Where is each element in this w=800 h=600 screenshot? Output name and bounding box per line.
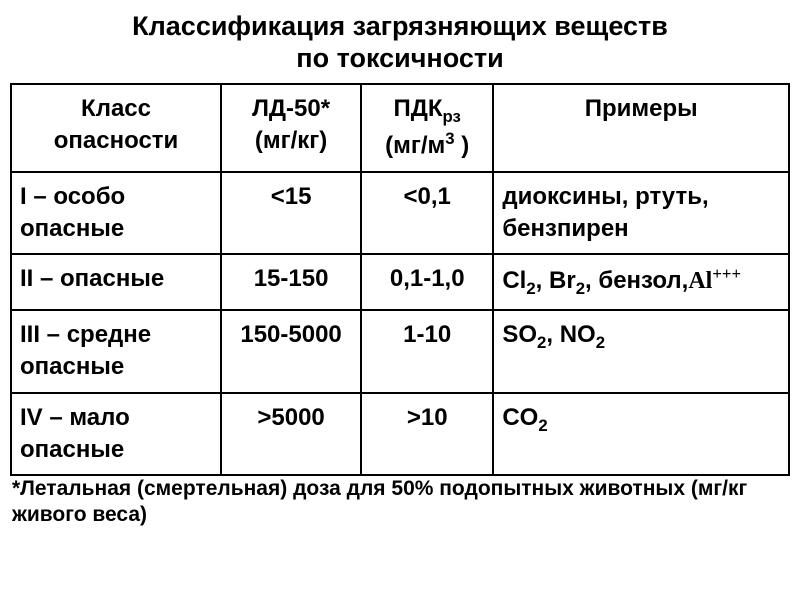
ex-text: , NO [546, 321, 595, 348]
cell-class: IV – мало опасные [11, 393, 221, 476]
ex-sub: 2 [537, 333, 546, 352]
cell-class: III – средне опасные [11, 310, 221, 393]
ex-al-sup: +++ [712, 264, 741, 283]
header-class-l2: опасности [54, 127, 179, 154]
header-class: Класс опасности [11, 84, 221, 172]
table-row: III – средне опасные 150-5000 1-10 SO2, … [11, 310, 789, 393]
page-title: Классификация загрязняющих веществ по то… [10, 10, 790, 75]
cell-examples: диоксины, ртуть, бензпирен [493, 172, 789, 255]
header-pdk-label: ПДК [394, 95, 443, 122]
table-row: IV – мало опасные >5000 >10 CO2 [11, 393, 789, 476]
ex-sub: 2 [526, 279, 535, 298]
cell-examples: CO2 [493, 393, 789, 476]
cell-pdk: <0,1 [361, 172, 493, 255]
header-pdk-unit-sup: 3 [445, 129, 454, 148]
ex-sub: 2 [576, 279, 585, 298]
cell-examples: Cl2, Br2, бензол,Al+++ [493, 254, 789, 309]
header-ld-l2: (мг/кг) [255, 127, 327, 154]
ex-al: Al [688, 268, 712, 294]
cell-ld: 150-5000 [221, 310, 361, 393]
header-ld50: ЛД-50* (мг/кг) [221, 84, 361, 172]
title-line-2: по токсичности [296, 43, 503, 73]
header-pdk: ПДКрз (мг/м3 ) [361, 84, 493, 172]
table-row: I – особо опасные <15 <0,1 диоксины, рту… [11, 172, 789, 255]
table-header-row: Класс опасности ЛД-50* (мг/кг) ПДКрз (мг… [11, 84, 789, 172]
cell-ld: 15-150 [221, 254, 361, 309]
table-row: II – опасные 15-150 0,1-1,0 Cl2, Br2, бе… [11, 254, 789, 309]
ex-text: SO [502, 321, 537, 348]
cell-class: II – опасные [11, 254, 221, 309]
cell-ld: >5000 [221, 393, 361, 476]
toxicity-table: Класс опасности ЛД-50* (мг/кг) ПДКрз (мг… [10, 83, 790, 477]
ex-text: CO [502, 404, 538, 431]
cell-examples: SO2, NO2 [493, 310, 789, 393]
header-pdk-unit-close: ) [455, 132, 470, 159]
cell-ld: <15 [221, 172, 361, 255]
cell-pdk: 0,1-1,0 [361, 254, 493, 309]
header-examples-text: Примеры [585, 95, 698, 122]
header-pdk-sub: рз [443, 107, 461, 126]
footnote: *Летальная (смертельная) доза для 50% по… [10, 476, 790, 526]
cell-pdk: 1-10 [361, 310, 493, 393]
ex-sub: 2 [596, 333, 605, 352]
ex-text: , Br [536, 267, 576, 294]
ex-text: , бензол, [585, 267, 688, 294]
header-pdk-unit-open: (мг/м [385, 132, 445, 159]
ex-sub: 2 [538, 415, 547, 434]
cell-class: I – особо опасные [11, 172, 221, 255]
title-line-1: Классификация загрязняющих веществ [132, 11, 668, 41]
header-examples: Примеры [493, 84, 789, 172]
header-class-l1: Класс [81, 95, 151, 122]
ex-text: Cl [502, 267, 526, 294]
header-ld-l1: ЛД-50* [252, 95, 330, 122]
cell-pdk: >10 [361, 393, 493, 476]
